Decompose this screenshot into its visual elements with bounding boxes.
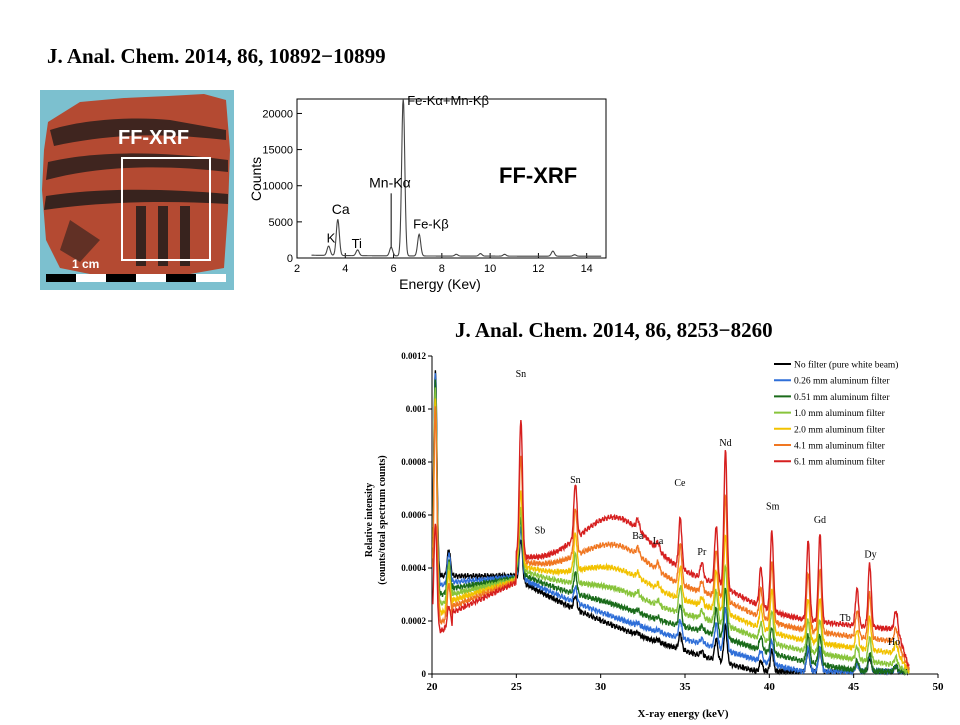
y-tick-label: 0 bbox=[287, 253, 293, 265]
legend-label: 2.0 mm aluminum filter bbox=[794, 424, 886, 435]
x-tick-label: 45 bbox=[848, 681, 860, 693]
y-tick-label: 15000 bbox=[262, 145, 293, 157]
chart-watermark: FF-XRF bbox=[499, 163, 577, 188]
peak-label: Ce bbox=[674, 478, 686, 489]
peak-label: Ca bbox=[332, 201, 350, 217]
sherd-paint-stripe-3 bbox=[180, 206, 190, 266]
y-tick-label: 0.0008 bbox=[401, 457, 426, 467]
y-axis-label-line-1: Relative intensity bbox=[364, 483, 375, 557]
peak-label: K bbox=[327, 231, 336, 246]
peak-label: Mn-Kα bbox=[369, 174, 411, 190]
peak-label: Ti bbox=[352, 236, 362, 251]
photo-overlay-label: FF-XRF bbox=[118, 127, 189, 149]
scale-label: 1 cm bbox=[72, 257, 99, 271]
x-tick-label: 2 bbox=[294, 263, 300, 275]
peak-label: Pr bbox=[697, 547, 707, 558]
y-tick-label: 0.0012 bbox=[401, 351, 426, 361]
y-tick-label: 0.001 bbox=[406, 404, 427, 414]
x-tick-label: 12 bbox=[532, 263, 544, 275]
x-tick-label: 30 bbox=[595, 681, 607, 693]
legend-label: 0.51 mm aluminum filter bbox=[794, 392, 890, 403]
scale-bar-seg-3 bbox=[166, 274, 196, 282]
sherd-photo-svg: FF-XRF 1 cm bbox=[40, 90, 234, 290]
plot-frame bbox=[296, 98, 607, 259]
x-tick-label: 4 bbox=[342, 263, 348, 275]
x-tick-label: 14 bbox=[581, 263, 593, 275]
y-tick-label: 0.0002 bbox=[401, 616, 426, 626]
legend-label: 6.1 mm aluminum filter bbox=[794, 457, 886, 468]
y-axis-label-line-2: (counts/total spectrum counts) bbox=[377, 455, 388, 584]
peak-label: Nd bbox=[719, 438, 731, 449]
peak-label: Sm bbox=[766, 502, 780, 513]
y-tick-label: 5000 bbox=[269, 217, 293, 229]
peak-label: Sb bbox=[535, 526, 546, 537]
x-tick-label: 20 bbox=[427, 681, 439, 693]
ff-xrf-spectrum-svg: 2 4 6 8 10 12 14 0 5000 10000 15000 20000 K Ca Ti Mn-K… bbox=[248, 93, 607, 292]
y-tick-label: 10000 bbox=[262, 181, 293, 193]
y-tick-label: 0.0006 bbox=[401, 510, 426, 520]
scale-bar-seg-2 bbox=[106, 274, 136, 282]
x-tick-label: 6 bbox=[391, 263, 397, 275]
peak-label: Fe-Kβ bbox=[413, 216, 449, 231]
reference-top: J. Anal. Chem. 2014, 86, 10892−10899 bbox=[47, 44, 386, 68]
y-tick-label: 0 bbox=[422, 669, 427, 679]
reference-bottom: J. Anal. Chem. 2014, 86, 8253−8260 bbox=[455, 318, 773, 342]
peak-label: Sn bbox=[516, 369, 527, 380]
filter-spectra-chart: 20 25 30 35 40 45 50 0 0.0002 0.0004 0.0006 0.0008 0… bbox=[348, 346, 948, 720]
legend-label: 0.26 mm aluminum filter bbox=[794, 376, 890, 387]
ff-xrf-frame bbox=[121, 157, 211, 261]
sherd-paint-band-1 bbox=[50, 118, 226, 146]
legend-label: 4.1 mm aluminum filter bbox=[794, 441, 886, 452]
ff-xrf-spectrum-chart: 2 4 6 8 10 12 14 0 5000 10000 15000 20000 K Ca Ti Mn-K… bbox=[244, 93, 614, 295]
legend-label: 1.0 mm aluminum filter bbox=[794, 408, 886, 419]
peak-label: Fe-Kα+Mn-Kβ bbox=[407, 93, 489, 108]
scale-bar-seg-1 bbox=[46, 274, 76, 282]
x-axis-label: X-ray energy (keV) bbox=[637, 708, 728, 720]
y-tick-label: 0.0004 bbox=[401, 563, 426, 573]
sherd-paint-stripe-2 bbox=[158, 206, 168, 266]
filter-spectra-svg: 20 25 30 35 40 45 50 0 0.0002 0.0004 0.0006 0.0008 0… bbox=[364, 351, 945, 720]
sherd-photo: FF-XRF 1 cm bbox=[40, 90, 234, 290]
peak-label: Dy bbox=[864, 549, 876, 560]
x-tick-label: 40 bbox=[764, 681, 776, 693]
sherd-paint-patch bbox=[60, 220, 100, 262]
x-tick-label: 25 bbox=[511, 681, 523, 693]
y-tick-label: 20000 bbox=[262, 108, 293, 120]
x-axis-label: Energy (Kev) bbox=[399, 276, 481, 292]
x-tick-label: 50 bbox=[933, 681, 945, 693]
series-line-2 bbox=[432, 379, 910, 676]
peak-label: Ho bbox=[888, 637, 900, 648]
peak-label: Tb bbox=[840, 613, 851, 624]
x-tick-label: 8 bbox=[439, 263, 445, 275]
peak-label: La bbox=[653, 536, 664, 547]
ff-xrf-spectrum-line bbox=[311, 98, 602, 257]
series-line-6 bbox=[432, 420, 910, 667]
sherd-paint-stripe-1 bbox=[136, 206, 146, 266]
sherd-paint-band-3 bbox=[44, 189, 228, 210]
peak-label: Sn bbox=[570, 475, 581, 486]
x-tick-label: 10 bbox=[484, 263, 496, 275]
x-tick-label: 35 bbox=[680, 681, 692, 693]
sherd-paint-band-2 bbox=[46, 153, 228, 180]
peak-label: Gd bbox=[814, 515, 826, 526]
peak-label: Ba bbox=[632, 531, 644, 542]
legend-label: No filter (pure white beam) bbox=[794, 360, 898, 371]
series-line-4 bbox=[432, 398, 910, 674]
y-axis-label: Counts bbox=[248, 157, 264, 201]
